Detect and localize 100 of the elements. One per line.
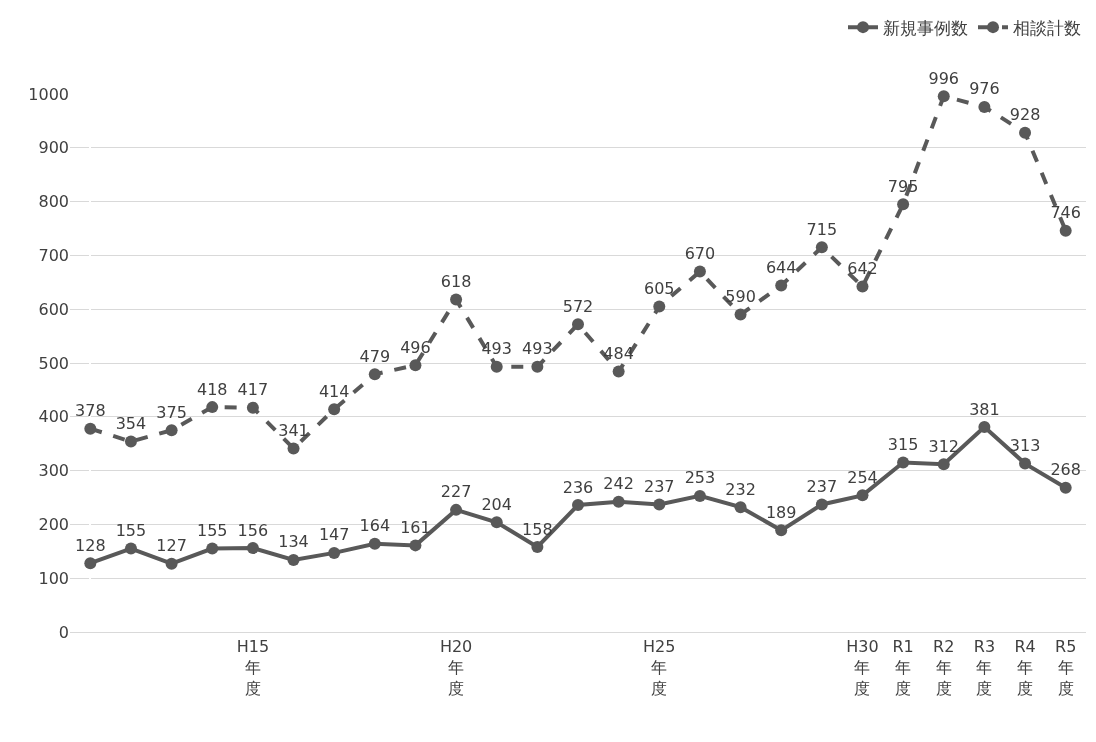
y-tick-label: 100: [38, 568, 69, 588]
data-label: 253: [684, 468, 716, 488]
data-label: 493: [522, 339, 553, 359]
data-label: 128: [75, 535, 106, 555]
point: [490, 360, 503, 373]
x-tick-label: H20年度: [439, 637, 473, 698]
point: [815, 498, 828, 511]
data-label: 378: [75, 401, 106, 421]
point: [124, 435, 137, 448]
y-tick-label: 900: [38, 138, 69, 158]
point: [328, 403, 341, 416]
data-label: 242: [603, 474, 634, 494]
data-label: 204: [481, 494, 512, 514]
point: [978, 100, 991, 113]
point: [246, 401, 259, 414]
data-label: 236: [562, 477, 594, 497]
y-tick-label: 600: [38, 299, 69, 319]
data-label: 590: [725, 287, 756, 307]
y-tick-label: 400: [38, 407, 69, 427]
data-label: 618: [440, 272, 472, 292]
point: [490, 516, 503, 529]
point: [693, 489, 706, 502]
data-label: 147: [318, 525, 350, 545]
point: [653, 498, 666, 511]
x-tick-label: H15年度: [236, 637, 270, 698]
data-label: 315: [887, 435, 919, 455]
data-label: 161: [400, 517, 431, 537]
data-label: 156: [237, 520, 269, 540]
data-label: 746: [1050, 203, 1081, 223]
point: [897, 456, 910, 469]
point: [815, 241, 828, 254]
point: [612, 495, 625, 508]
data-label: 155: [115, 521, 147, 541]
point: [409, 359, 422, 372]
data-label: 237: [806, 476, 838, 496]
data-label: 670: [684, 244, 716, 264]
y-tick-label: 300: [38, 461, 69, 481]
point: [1019, 457, 1032, 470]
data-label: 644: [765, 258, 797, 278]
data-label: 268: [1050, 460, 1081, 480]
x-tick-label: H25年度: [643, 637, 676, 698]
point: [572, 318, 584, 331]
data-label: 715: [806, 219, 838, 239]
data-label: 795: [887, 176, 919, 196]
x-tick-label: R3年度: [973, 637, 996, 698]
y-tick-label: 500: [38, 353, 69, 373]
point: [693, 265, 706, 278]
point: [775, 524, 788, 537]
data-label: 237: [644, 476, 675, 496]
point: [734, 308, 747, 321]
point: [531, 360, 544, 373]
point: [856, 280, 869, 293]
data-label: 996: [928, 68, 960, 88]
data-label: 381: [969, 399, 1000, 419]
point: [368, 537, 381, 550]
data-label: 313: [1009, 436, 1041, 456]
y-tick-label: 200: [38, 515, 69, 534]
legend-label: 新規事例数: [883, 17, 968, 38]
point: [937, 90, 950, 103]
x-tick-label: R5年度: [1055, 637, 1077, 698]
point: [856, 489, 869, 502]
point: [1059, 224, 1072, 237]
point: [368, 368, 381, 381]
legend-label: 相談計数: [1013, 17, 1081, 38]
data-label: 417: [237, 380, 269, 400]
point: [1019, 126, 1032, 139]
point: [612, 365, 625, 378]
data-label: 375: [156, 402, 187, 422]
x-tick-label: H30年度: [846, 637, 879, 698]
point: [287, 553, 300, 566]
data-label: 189: [765, 502, 797, 522]
point: [206, 401, 219, 414]
data-label: 354: [115, 414, 147, 434]
data-label: 414: [318, 381, 350, 401]
point: [775, 279, 788, 292]
data-label: 479: [359, 346, 391, 366]
data-label: 155: [196, 521, 228, 541]
data-label: 496: [400, 337, 431, 357]
point: [734, 501, 747, 514]
point: [287, 442, 300, 455]
data-label: 127: [156, 536, 187, 556]
data-label: 642: [847, 259, 878, 279]
point: [653, 300, 666, 313]
point: [206, 542, 219, 555]
point: [1059, 481, 1072, 494]
point: [572, 499, 584, 512]
y-tick-label: 1000: [28, 84, 69, 104]
data-label: 134: [278, 532, 309, 552]
y-tick-label: 0: [58, 622, 69, 642]
data-label: 605: [644, 279, 675, 299]
point: [978, 421, 991, 434]
data-label: 312: [928, 436, 960, 456]
y-tick-label: 700: [38, 246, 69, 265]
point: [409, 539, 422, 552]
point: [246, 542, 259, 555]
point: [450, 503, 463, 516]
y-tick-label: 800: [38, 192, 69, 212]
x-tick-label: R2年度: [933, 637, 955, 698]
x-tick-label: R4年度: [1014, 637, 1036, 698]
point: [450, 293, 463, 306]
